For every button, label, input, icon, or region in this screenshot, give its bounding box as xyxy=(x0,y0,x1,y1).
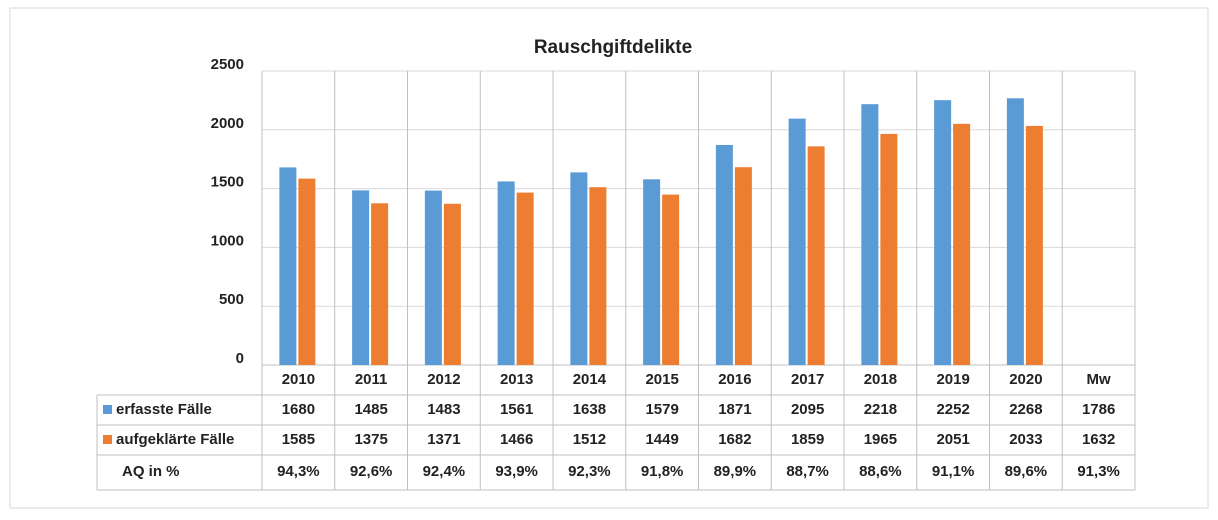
bar xyxy=(715,144,733,365)
table-value: 92,6% xyxy=(350,463,393,480)
bar xyxy=(934,100,952,366)
table-value: 91,3% xyxy=(1077,463,1120,480)
bar xyxy=(662,194,680,365)
table-value: 1585 xyxy=(282,431,315,448)
table-value: 1682 xyxy=(718,431,751,448)
y-tick-label: 2500 xyxy=(211,56,244,73)
table-value: 1561 xyxy=(500,401,533,418)
x-tick-label: 2011 xyxy=(355,371,388,388)
bar xyxy=(443,203,461,365)
x-tick-label: 2015 xyxy=(645,371,678,388)
y-tick-label: 0 xyxy=(236,350,244,367)
bar xyxy=(953,123,971,365)
table-value: 2268 xyxy=(1009,401,1042,418)
table-value: 1449 xyxy=(645,431,678,448)
x-tick-label: 2020 xyxy=(1009,371,1042,388)
bar xyxy=(1025,125,1043,366)
bar xyxy=(279,167,297,365)
x-tick-label: 2016 xyxy=(718,371,751,388)
table-value: 1965 xyxy=(864,431,897,448)
table-value: 1632 xyxy=(1082,431,1115,448)
x-tick-label: Mw xyxy=(1087,371,1111,388)
table-value: 1638 xyxy=(573,401,606,418)
table-value: 1512 xyxy=(573,431,606,448)
x-tick-label: 2014 xyxy=(573,371,607,388)
row-label: AQ in % xyxy=(122,463,180,480)
x-tick-label: 2013 xyxy=(500,371,533,388)
table-value: 1579 xyxy=(645,401,678,418)
table-value: 2252 xyxy=(936,401,969,418)
table-value: 1466 xyxy=(500,431,533,448)
table-value: 1786 xyxy=(1082,401,1115,418)
bar xyxy=(861,104,879,365)
y-tick-label: 1500 xyxy=(211,174,244,191)
x-tick-label: 2010 xyxy=(282,371,315,388)
table-value: 92,4% xyxy=(423,463,466,480)
table-value: 89,9% xyxy=(714,463,757,480)
x-tick-label: 2012 xyxy=(427,371,460,388)
table-value: 92,3% xyxy=(568,463,611,480)
bar xyxy=(788,118,806,366)
bar xyxy=(589,187,607,365)
bar xyxy=(298,178,316,365)
bar xyxy=(1006,98,1024,365)
table-value: 1680 xyxy=(282,401,315,418)
table-value: 88,6% xyxy=(859,463,902,480)
y-tick-label: 500 xyxy=(219,291,244,308)
table-value: 91,1% xyxy=(932,463,975,480)
table-value: 1371 xyxy=(427,431,460,448)
table-value: 93,9% xyxy=(495,463,538,480)
bar xyxy=(497,181,515,365)
table-value: 2051 xyxy=(936,431,969,448)
x-tick-label: 2017 xyxy=(791,371,824,388)
y-tick-label: 1000 xyxy=(211,232,244,249)
x-tick-label: 2018 xyxy=(864,371,897,388)
table-value: 1859 xyxy=(791,431,824,448)
bar xyxy=(643,179,661,365)
table-value: 1375 xyxy=(354,431,387,448)
bar xyxy=(424,190,442,365)
x-tick-label: 2019 xyxy=(936,371,969,388)
table-value: 2033 xyxy=(1009,431,1042,448)
table-value: 1485 xyxy=(354,401,387,418)
table-value: 2095 xyxy=(791,401,824,418)
table-value: 91,8% xyxy=(641,463,684,480)
table-value: 2218 xyxy=(864,401,897,418)
bar xyxy=(371,203,389,365)
bar xyxy=(516,192,534,365)
chart-title: Rauschgiftdelikte xyxy=(534,37,692,58)
legend-swatch xyxy=(103,405,112,414)
bar xyxy=(807,146,825,365)
table-value: 94,3% xyxy=(277,463,320,480)
table-value: 89,6% xyxy=(1005,463,1048,480)
bar xyxy=(880,133,898,365)
legend-label: erfasste Fälle xyxy=(116,401,212,418)
table-value: 88,7% xyxy=(786,463,829,480)
legend-label: aufgeklärte Fälle xyxy=(116,431,234,448)
bar xyxy=(352,190,370,365)
table-value: 1871 xyxy=(718,401,751,418)
bar xyxy=(734,167,752,365)
bar xyxy=(570,172,588,365)
y-tick-label: 2000 xyxy=(211,115,244,132)
legend-swatch xyxy=(103,435,112,444)
table-value: 1483 xyxy=(427,401,460,418)
